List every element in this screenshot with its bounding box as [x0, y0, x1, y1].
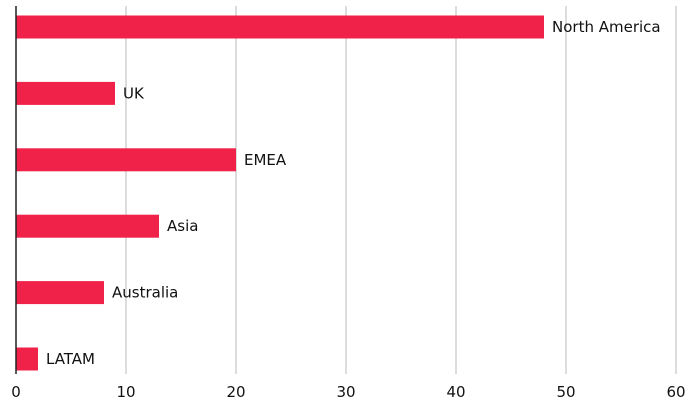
bar-label-latam: LATAM [46, 350, 95, 368]
bar-asia [16, 214, 159, 238]
x-tick-label-40: 40 [446, 383, 465, 401]
bar-label-emea: EMEA [244, 151, 287, 169]
bar-uk [16, 81, 115, 105]
x-tick-label-10: 10 [116, 383, 135, 401]
bar-label-australia: Australia [112, 284, 178, 302]
bar-labels: North America UK EMEA Asia Australia LATAM [46, 18, 661, 368]
x-tick-labels: 0 10 20 30 40 50 60 [11, 383, 685, 401]
bar-label-uk: UK [123, 84, 145, 102]
bar-latam [16, 347, 38, 371]
bar-label-asia: Asia [167, 217, 198, 235]
x-tick-label-0: 0 [11, 383, 21, 401]
bar-north-america [16, 15, 544, 39]
x-tick-label-50: 50 [556, 383, 575, 401]
x-tick-label-20: 20 [226, 383, 245, 401]
bar-emea [16, 148, 236, 172]
bar-australia [16, 281, 104, 305]
grid-lines [125, 6, 677, 374]
bars [16, 15, 544, 371]
x-tick-label-60: 60 [666, 383, 685, 401]
x-tick-label-30: 30 [336, 383, 355, 401]
bar-label-north-america: North America [552, 18, 661, 36]
